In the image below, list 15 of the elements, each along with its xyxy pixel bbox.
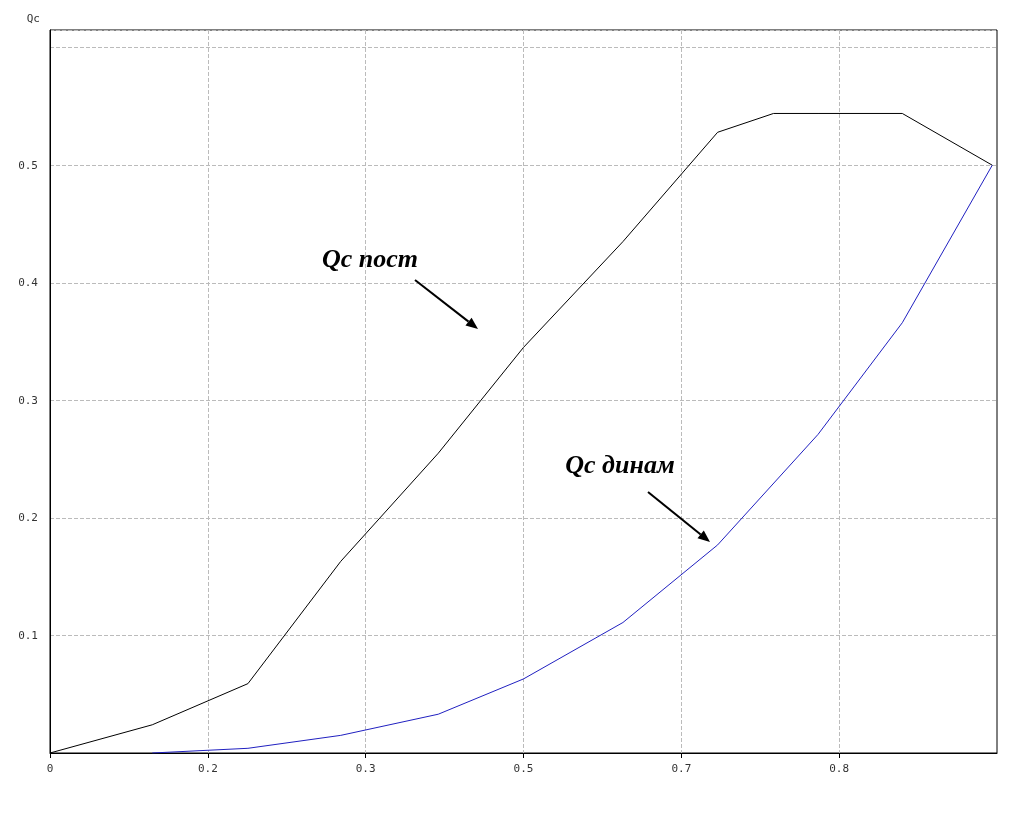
line-series <box>151 164 993 754</box>
x-tick-label: 0.5 <box>513 762 534 775</box>
y-tick-label: 0.2 <box>18 511 38 525</box>
x-tick-label: 0.3 <box>355 762 376 775</box>
y-tick-label: 0.1 <box>18 628 38 642</box>
x-tick-label: 0.8 <box>829 762 850 775</box>
y-tick-label: 0.3 <box>18 393 38 407</box>
y-tick-label: 0.5 <box>18 158 38 172</box>
x-tick-label: 0.2 <box>197 762 218 775</box>
annotation: Qc динам <box>565 449 675 479</box>
y-axis-title: Qc <box>26 12 40 25</box>
y-tick-label: 0.4 <box>18 276 39 290</box>
x-tick-label: 0.7 <box>671 762 692 775</box>
annotation: Qc пост <box>321 243 419 273</box>
x-tick-label: 0 <box>46 762 54 775</box>
